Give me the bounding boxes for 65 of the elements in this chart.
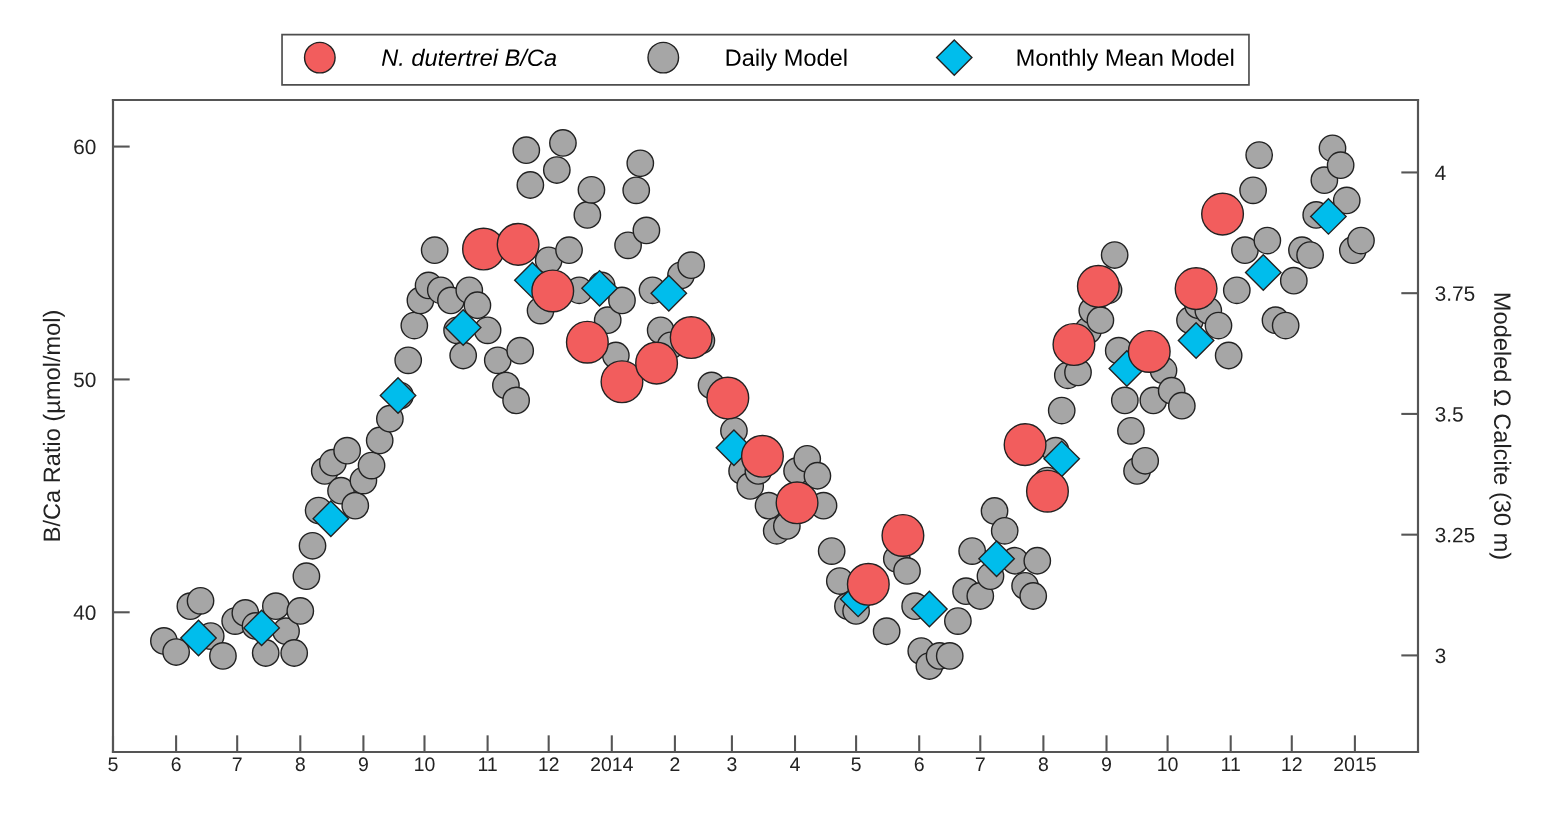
point <box>978 540 1015 578</box>
point <box>650 274 688 312</box>
y2-tick-label: 3 <box>1435 648 1446 664</box>
point <box>600 360 644 404</box>
x-tick-label: 5 <box>108 757 118 772</box>
point <box>669 315 713 360</box>
point <box>379 377 417 414</box>
x-tick-label: 2014 <box>591 757 633 772</box>
x-tick-label: 3 <box>727 757 737 772</box>
x-tick-label: 11 <box>1222 757 1240 771</box>
x-tick-label: 2 <box>670 757 680 771</box>
point <box>1174 267 1218 311</box>
x-tick-label: 11 <box>478 757 497 771</box>
point <box>910 590 948 628</box>
point <box>1076 264 1120 308</box>
y2-tick-label: 3.75 <box>1435 286 1475 301</box>
point <box>581 269 618 307</box>
point <box>444 309 482 346</box>
point <box>565 320 609 364</box>
x-tick-label: 6 <box>171 757 181 772</box>
y2-tick-label: 4 <box>1435 165 1446 180</box>
point <box>312 500 350 538</box>
point <box>1127 329 1171 374</box>
point <box>1025 469 1069 513</box>
point <box>1043 440 1081 478</box>
x-tick-label: 8 <box>1038 757 1048 772</box>
x-tick-label: 12 <box>539 757 559 771</box>
point <box>635 341 679 385</box>
point <box>1052 322 1096 367</box>
point <box>1201 192 1245 236</box>
x-tick-label: 2015 <box>1334 757 1376 772</box>
point <box>846 562 890 606</box>
x-tick-label: 7 <box>975 757 985 771</box>
x-tick-label: 6 <box>914 757 924 772</box>
y-axis-title: B/Ca Ratio (µmol/mol) <box>42 311 65 541</box>
y-tick-label: 50 <box>74 372 96 388</box>
point <box>496 222 540 266</box>
x-tick-label: 5 <box>851 757 861 772</box>
point <box>706 376 750 420</box>
y-tick-label: 40 <box>73 605 96 621</box>
point <box>1003 423 1047 467</box>
point <box>775 481 819 525</box>
point <box>180 619 217 657</box>
x-tick-label: 9 <box>1102 757 1111 772</box>
point <box>243 609 281 647</box>
legend-label: N. dutertrei B/Ca <box>381 48 557 67</box>
point <box>1244 253 1282 291</box>
x-tick-label: 4 <box>790 757 800 771</box>
x-tick-label: 7 <box>232 757 242 771</box>
point <box>740 434 784 478</box>
y2-axis-title: Modeled Ω Calcite (30 m) <box>1489 293 1512 559</box>
x-tick-label: 10 <box>415 757 435 772</box>
point <box>531 269 575 313</box>
x-tick-label: 12 <box>1282 757 1302 771</box>
x-tick-label: 8 <box>295 757 305 772</box>
y2-tick-label: 3.5 <box>1435 406 1463 422</box>
legend-label: Monthly Mean Model <box>1017 48 1234 71</box>
x-tick-label: 10 <box>1158 757 1178 772</box>
x-tick-label: 9 <box>358 757 368 772</box>
legend-label: Daily Model <box>726 48 847 71</box>
y2-tick-label: 3.25 <box>1435 527 1475 543</box>
point <box>1309 197 1347 235</box>
point <box>1177 322 1215 359</box>
y-tick-label: 60 <box>74 139 96 155</box>
point <box>881 513 925 557</box>
